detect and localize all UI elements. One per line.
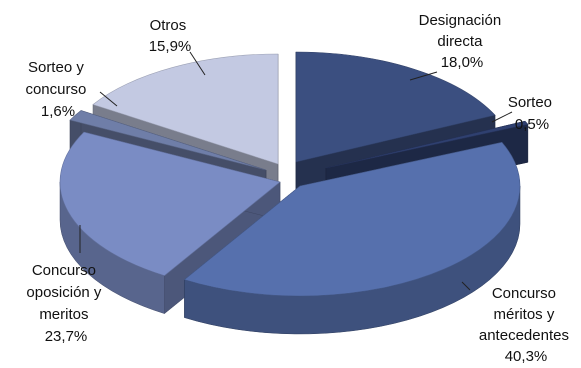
leader-line-otros bbox=[189, 51, 206, 76]
label-merito: Concurso méritos y antecedentes 40,3% bbox=[479, 285, 573, 365]
slice-merito bbox=[183, 141, 521, 335]
slice-top-designacion bbox=[295, 51, 496, 163]
slice-labels: Designación directa 18,0% Sorteo 0,5% Co… bbox=[25, 12, 573, 365]
label-sorteo: Sorteo 0,5% bbox=[508, 94, 556, 133]
pie-slices bbox=[59, 51, 529, 335]
leader-line-sorteo-concurso bbox=[99, 91, 118, 107]
label-otros: Otros 15,9% bbox=[149, 17, 192, 55]
slice-top-merito bbox=[183, 141, 521, 297]
slice-top-sorteo-concurso bbox=[69, 110, 267, 171]
slice-top-sorteo bbox=[325, 120, 529, 169]
label-sorteo-concurso: Sorteo y concurso 1,6% bbox=[25, 59, 90, 120]
leader-line-designacion bbox=[409, 71, 438, 81]
leader-lines bbox=[79, 51, 513, 291]
label-designacion: Designación directa 18,0% bbox=[419, 12, 506, 71]
leader-line-merito bbox=[461, 281, 471, 291]
leader-line-sorteo bbox=[491, 111, 513, 123]
label-oposicion: Concurso oposición y meritos 23,7% bbox=[26, 262, 105, 345]
slice-top-oposicion bbox=[59, 131, 281, 276]
